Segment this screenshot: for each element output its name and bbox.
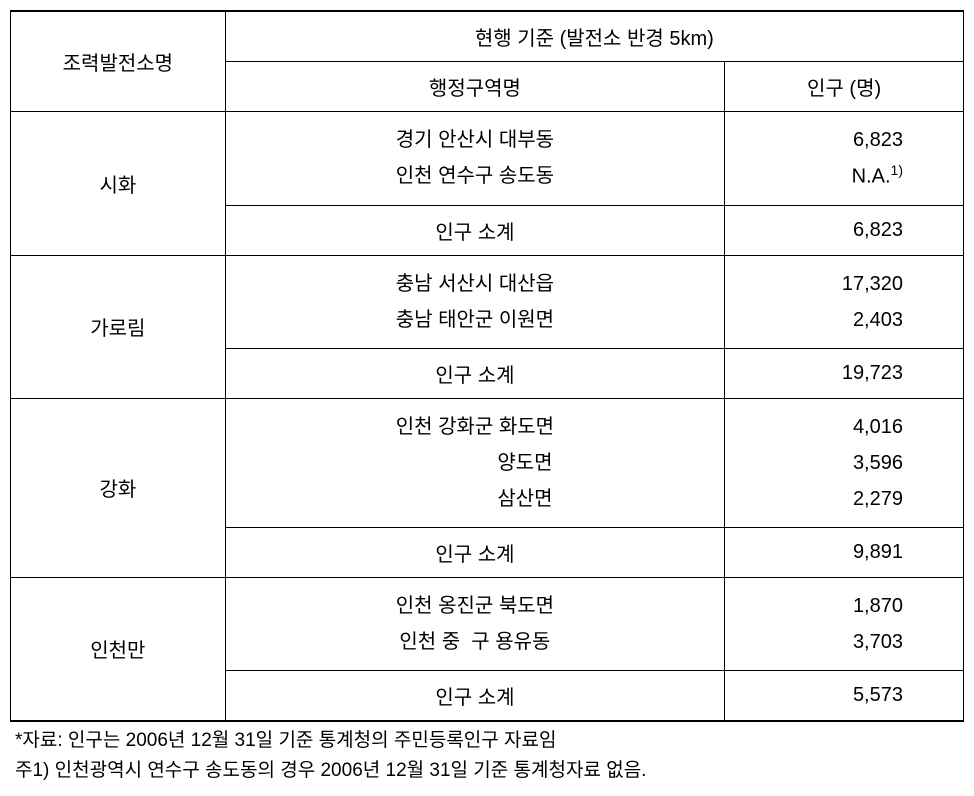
population-value: 4,016 [733,409,903,445]
population-value: 3,596 [733,445,903,481]
table-body: 시화경기 안산시 대부동인천 연수구 송도동6,823N.A.1)인구 소계6,… [11,112,964,721]
subtotal-value: 5,573 [725,670,964,721]
table-row: 시화경기 안산시 대부동인천 연수구 송도동6,823N.A.1) [11,112,964,206]
subtotal-label: 인구 소계 [225,527,724,577]
population-cell: 6,823N.A.1) [725,112,964,206]
superscript-note: 1) [891,162,903,178]
header-plant-name: 조력발전소명 [11,11,226,112]
admin-region-value: 충남 태안군 이원면 [266,302,684,338]
subtotal-value: 6,823 [725,205,964,255]
subtotal-label: 인구 소계 [225,670,724,721]
table-header: 조력발전소명 현행 기준 (발전소 반경 5km) 행정구역명 인구 (명) [11,11,964,112]
population-value: 1,870 [733,588,903,624]
header-admin-region: 행정구역명 [225,62,724,112]
admin-region-value: 경기 안산시 대부동 [266,122,684,158]
population-cell: 17,3202,403 [725,255,964,348]
admin-region-value: 인천 연수구 송도동 [266,158,684,194]
population-table: 조력발전소명 현행 기준 (발전소 반경 5km) 행정구역명 인구 (명) 시… [10,10,964,722]
admin-region-value: 인천 옹진군 북도면 [266,588,684,624]
plant-name-cell: 강화 [11,398,226,577]
subtotal-value: 19,723 [725,348,964,398]
footnote-note1: 주1) 인천광역시 연수구 송도동의 경우 2006년 12월 31일 기준 통… [15,756,964,786]
plant-name-cell: 시화 [11,112,226,256]
population-value: 2,279 [733,481,903,517]
subtotal-label: 인구 소계 [225,348,724,398]
header-population: 인구 (명) [725,62,964,112]
subtotal-label: 인구 소계 [225,205,724,255]
population-value: N.A.1) [733,158,903,195]
admin-region-value: 양도면 [266,445,684,481]
footnotes: *자료: 인구는 2006년 12월 31일 기준 통계청의 주민등록인구 자료… [10,722,964,787]
plant-name-cell: 인천만 [11,577,226,721]
header-criteria: 현행 기준 (발전소 반경 5km) [225,11,963,62]
header-row-1: 조력발전소명 현행 기준 (발전소 반경 5km) [11,11,964,62]
admin-region-value: 인천 중 구 용유동 [266,624,684,660]
population-cell: 1,8703,703 [725,577,964,670]
population-value: 2,403 [733,302,903,338]
subtotal-value: 9,891 [725,527,964,577]
admin-region-cell: 충남 서산시 대산읍충남 태안군 이원면 [225,255,724,348]
admin-region-cell: 경기 안산시 대부동인천 연수구 송도동 [225,112,724,206]
population-value: 17,320 [733,266,903,302]
admin-region-cell: 인천 옹진군 북도면인천 중 구 용유동 [225,577,724,670]
table-row: 가로림충남 서산시 대산읍충남 태안군 이원면17,3202,403 [11,255,964,348]
admin-region-value: 인천 강화군 화도면 [266,409,684,445]
population-cell: 4,0163,5962,279 [725,398,964,527]
admin-region-cell: 인천 강화군 화도면 양도면 삼산면 [225,398,724,527]
population-value: 3,703 [733,624,903,660]
population-value: 6,823 [733,122,903,158]
table-row: 인천만인천 옹진군 북도면인천 중 구 용유동1,8703,703 [11,577,964,670]
plant-name-cell: 가로림 [11,255,226,398]
table-container: 조력발전소명 현행 기준 (발전소 반경 5km) 행정구역명 인구 (명) 시… [10,10,964,786]
admin-region-value: 삼산면 [266,481,684,517]
table-row: 강화인천 강화군 화도면 양도면 삼산면4,0163,5962,279 [11,398,964,527]
admin-region-value: 충남 서산시 대산읍 [266,266,684,302]
